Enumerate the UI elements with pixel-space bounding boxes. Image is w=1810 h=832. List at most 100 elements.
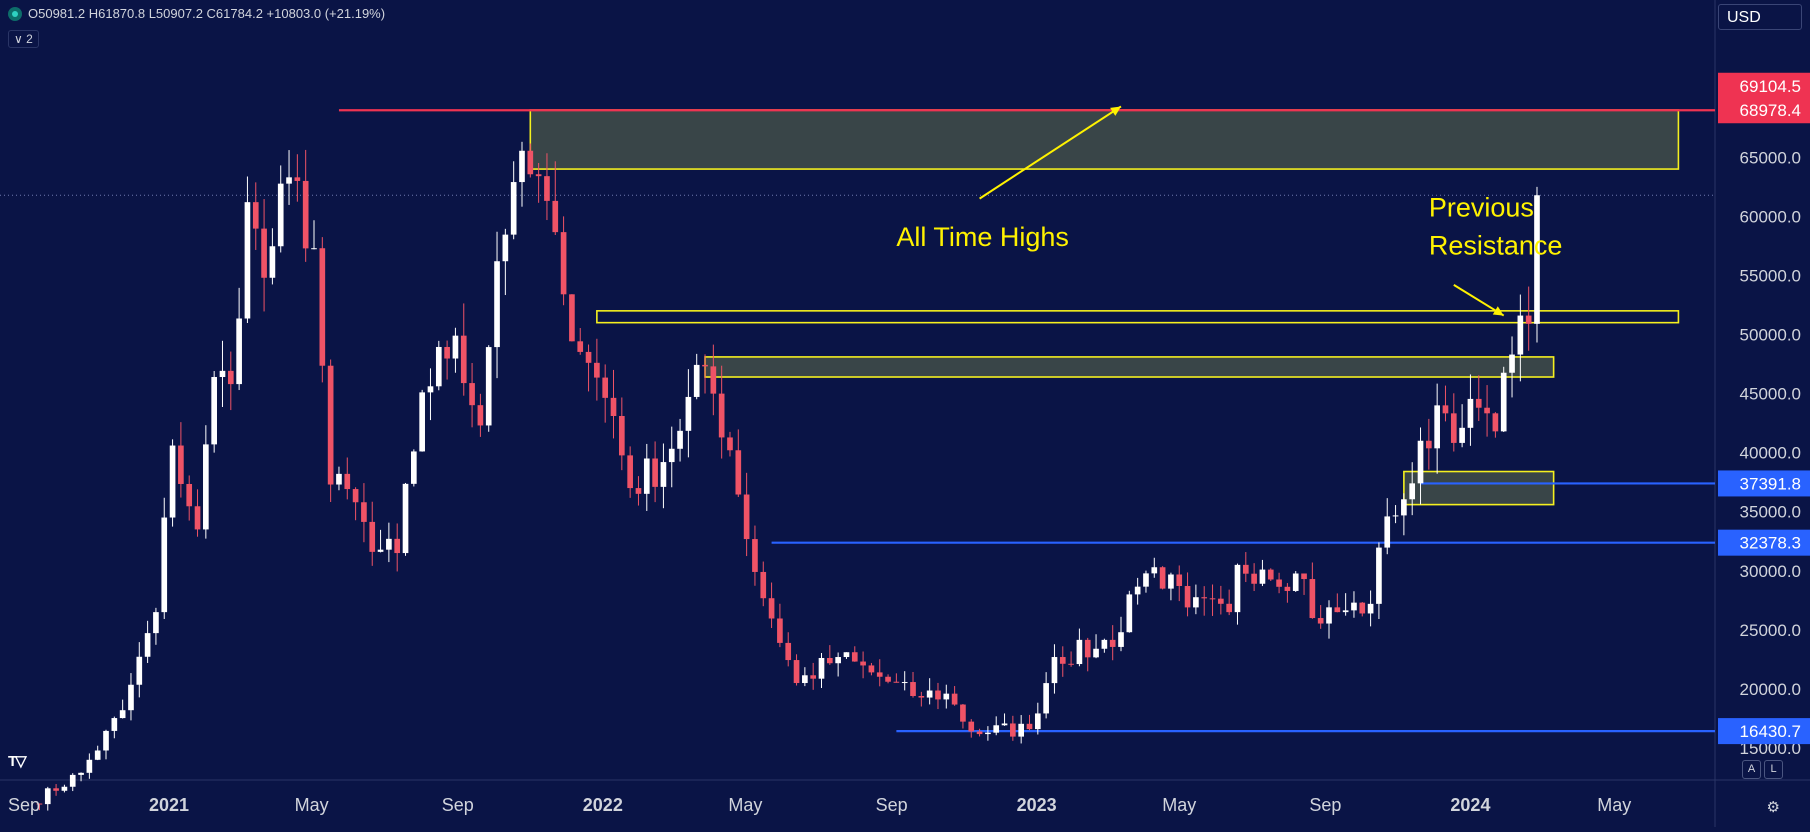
candle xyxy=(161,497,168,619)
candle-body xyxy=(1176,574,1183,587)
candle-body xyxy=(227,370,234,385)
candle xyxy=(876,659,883,687)
candle-body xyxy=(319,248,326,366)
candle xyxy=(477,393,484,437)
candle-body xyxy=(1434,405,1440,449)
candle-body xyxy=(427,386,434,393)
candle-body xyxy=(94,750,101,760)
candle xyxy=(985,726,991,741)
candle-body xyxy=(236,318,242,385)
candle-body xyxy=(1309,579,1316,619)
price-label: 69104.5 xyxy=(1718,72,1810,99)
ohlc-legend: O50981.2 H61870.8 L50907.2 C61784.2 +108… xyxy=(8,6,385,21)
candle-body xyxy=(743,494,750,540)
candle xyxy=(186,475,193,521)
candle-body xyxy=(876,672,883,677)
candle xyxy=(128,673,134,721)
candle xyxy=(993,716,1000,736)
ohlc-values: O50981.2 H61870.8 L50907.2 C61784.2 +108… xyxy=(28,6,386,21)
candle xyxy=(1051,644,1058,694)
x-tick-label: 2022 xyxy=(583,795,623,815)
candle-body xyxy=(103,730,109,751)
candle-body xyxy=(111,718,118,731)
candle-body xyxy=(452,335,459,359)
auto-scale-button[interactable]: A xyxy=(1742,760,1761,779)
candle-body xyxy=(901,682,908,684)
indicator-toggle[interactable]: ∨ 2 xyxy=(8,30,39,48)
candle xyxy=(727,431,733,457)
candle-body xyxy=(203,444,209,530)
candle xyxy=(951,686,958,706)
annotation-line: All Time Highs xyxy=(896,222,1069,252)
candle xyxy=(211,371,217,453)
y-tick-label: 35000.0 xyxy=(1740,503,1801,522)
candle xyxy=(78,772,84,782)
candle-body xyxy=(477,405,484,426)
candle xyxy=(136,642,143,698)
candle-body xyxy=(1101,639,1108,649)
candle-body xyxy=(169,445,176,518)
candle xyxy=(1151,557,1158,578)
candle xyxy=(302,149,309,262)
annotation-line: Previous xyxy=(1429,192,1534,222)
candle xyxy=(1218,585,1224,615)
candle xyxy=(194,489,201,537)
candle-body xyxy=(1018,723,1025,737)
candle xyxy=(1143,570,1149,593)
gear-icon[interactable]: ⚙ xyxy=(1766,799,1780,816)
candle-body xyxy=(394,538,401,554)
candle xyxy=(1401,493,1407,536)
price-label-bg xyxy=(1718,97,1810,124)
y-tick-label: 30000.0 xyxy=(1740,562,1801,581)
candle xyxy=(860,651,866,679)
candle-body xyxy=(178,445,184,484)
candle-body xyxy=(602,377,609,398)
candle-body xyxy=(1026,723,1033,730)
candle xyxy=(1309,562,1316,619)
candle xyxy=(219,340,226,407)
candle xyxy=(1093,634,1099,659)
candle xyxy=(361,483,367,543)
candle xyxy=(1251,563,1257,592)
candle xyxy=(1467,374,1474,446)
candle-body xyxy=(943,693,950,700)
candle xyxy=(1159,566,1166,590)
candle xyxy=(743,472,750,557)
candle-body xyxy=(618,415,625,456)
candle xyxy=(236,287,242,391)
candle-body xyxy=(377,549,384,552)
candle xyxy=(1417,427,1424,505)
candle-body xyxy=(469,383,475,406)
candle xyxy=(502,228,509,296)
candle xyxy=(826,645,833,665)
candle xyxy=(1534,186,1540,343)
log-scale-button[interactable]: L xyxy=(1764,760,1783,779)
support-zone xyxy=(1403,470,1555,506)
candle-body xyxy=(136,656,143,685)
candle-body xyxy=(1126,594,1133,633)
y-tick-label: 25000.0 xyxy=(1740,621,1801,640)
candle-body xyxy=(976,731,983,735)
candle-body xyxy=(1051,657,1058,684)
price-label-text: 16430.7 xyxy=(1740,722,1801,741)
candle-body xyxy=(419,392,425,452)
candle xyxy=(1076,628,1083,667)
candle xyxy=(926,678,933,705)
candle xyxy=(1184,572,1191,617)
candle xyxy=(935,682,941,710)
candle-body xyxy=(311,248,317,250)
candle-body xyxy=(985,732,991,735)
candle-body xyxy=(36,803,43,805)
candle-body xyxy=(1509,354,1515,373)
candle xyxy=(1026,714,1033,731)
currency-selector[interactable]: USD xyxy=(1718,4,1802,30)
candle-body xyxy=(78,772,84,775)
candle xyxy=(1326,600,1332,639)
candle-body xyxy=(1292,573,1299,591)
candle-body xyxy=(710,366,717,394)
candle xyxy=(119,699,126,719)
candle xyxy=(311,220,317,250)
candle-body xyxy=(818,657,825,679)
annotation-text-0: All Time Highs xyxy=(896,222,1069,252)
